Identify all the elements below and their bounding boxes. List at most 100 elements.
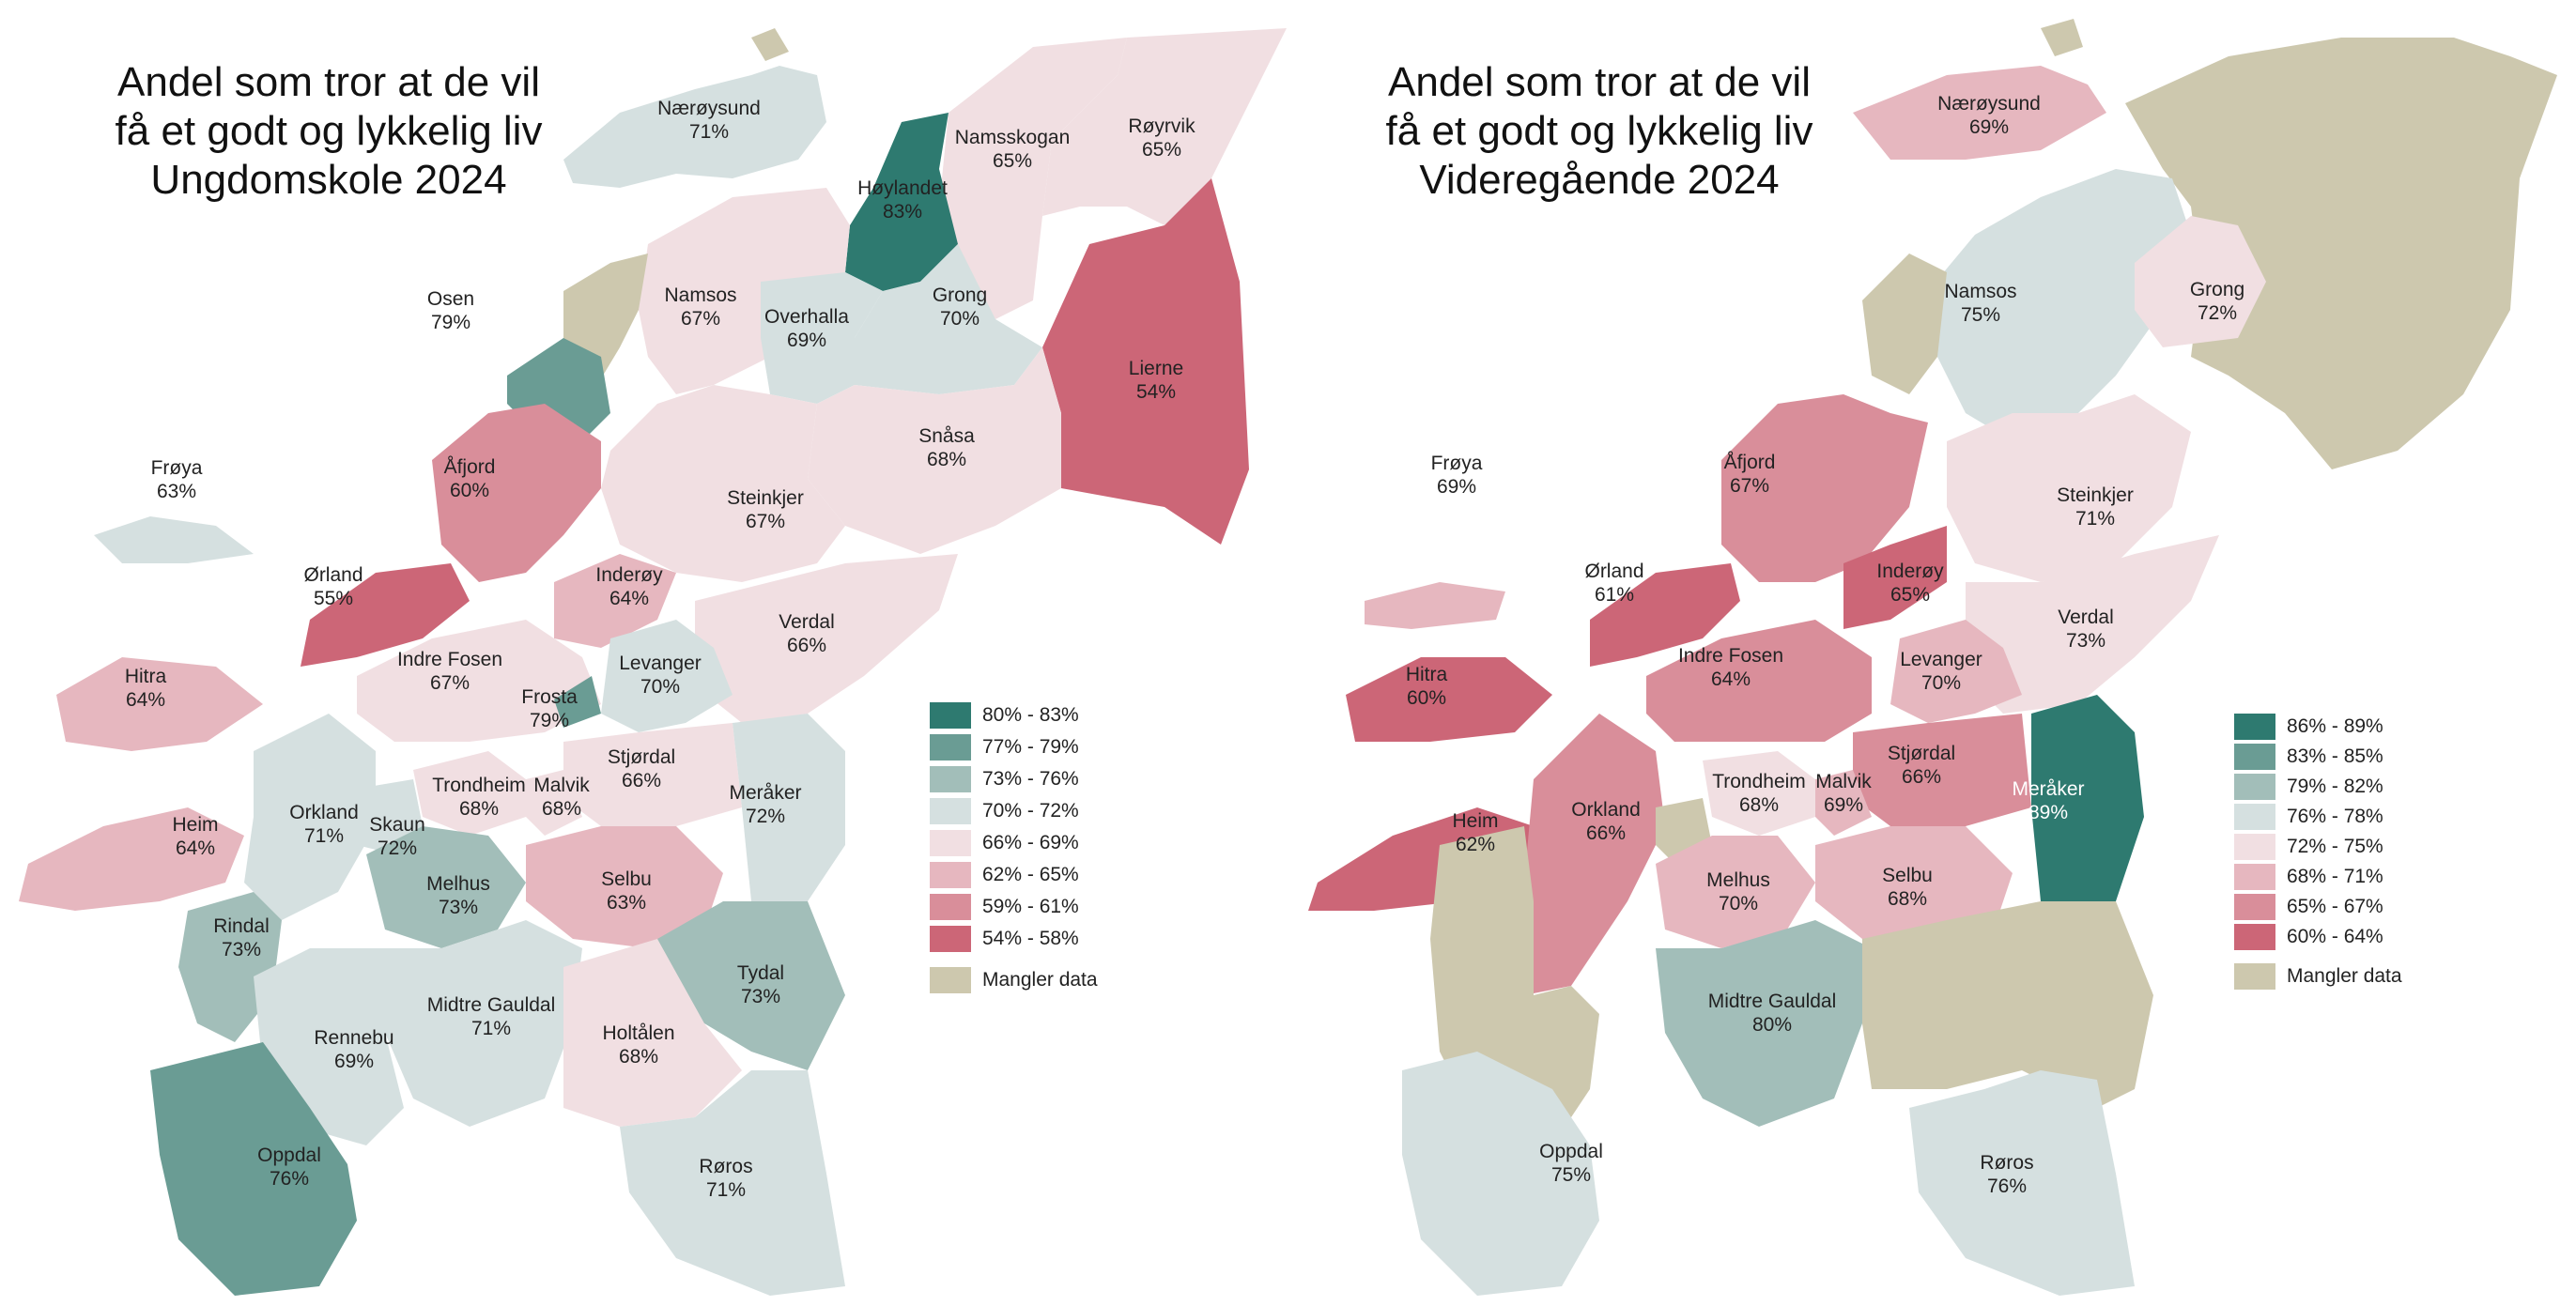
region-levanger	[1890, 620, 2022, 723]
region-naroysund-island	[751, 28, 789, 61]
label-verdal: Verdal 66%	[779, 611, 835, 656]
region-mangler-southeast	[1862, 901, 2153, 1108]
label-orkland: Orkland 66%	[1571, 799, 1641, 844]
region-namsos	[1928, 169, 2191, 441]
region-trondheim	[1703, 751, 1815, 836]
label-namsos: Namsos 67%	[664, 284, 737, 330]
label-rindal: Rindal 73%	[213, 915, 270, 960]
label-overhalla: Overhalla 69%	[764, 306, 849, 351]
legend-item: 70% - 72%	[930, 798, 1079, 824]
map-ungdomskole: Andel som tror at de vil få et godt og l…	[0, 0, 1287, 1306]
region-froya	[1365, 582, 1505, 629]
label-stjordal: Stjørdal 66%	[607, 746, 676, 791]
label-namsskogan: Namsskogan 65%	[954, 127, 1071, 172]
region-levanger	[601, 620, 733, 732]
label-orland: Ørland 61%	[1584, 561, 1644, 606]
label-royrvik: Røyrvik 65%	[1128, 115, 1195, 161]
region-overhalla	[761, 272, 883, 404]
region-malvik	[526, 770, 582, 836]
label-inderoy: Inderøy 64%	[595, 564, 663, 609]
region-selbu	[526, 826, 723, 948]
label-melhus: Melhus 73%	[426, 873, 490, 918]
legend-swatch	[930, 862, 971, 888]
region-hoylandet	[845, 113, 958, 291]
legend-item: 73% - 76%	[930, 766, 1079, 792]
region-steinkjer	[601, 385, 845, 582]
label-steinkjer: Steinkjer 67%	[727, 487, 804, 532]
legend-item: 59% - 61%	[930, 894, 1079, 920]
region-stjordal	[563, 723, 742, 826]
legend-swatch	[930, 766, 971, 792]
label-verdal: Verdal 73%	[2058, 607, 2114, 652]
region-verdal	[1966, 535, 2219, 714]
region-namsos	[639, 188, 850, 394]
legend-swatch	[930, 967, 971, 993]
label-indre-fosen: Indre Fosen 67%	[396, 649, 503, 694]
label-levanger: Levanger 70%	[619, 653, 702, 698]
legend-item: Mangler data	[2234, 963, 2402, 990]
label-indre-fosen: Indre Fosen 64%	[1677, 645, 1784, 690]
region-grong	[2135, 216, 2266, 347]
legend-swatch	[2234, 963, 2275, 990]
legend-swatch	[2234, 744, 2275, 770]
region-snasa	[808, 347, 1061, 554]
label-trondheim: Trondheim 68%	[432, 775, 526, 820]
region-meraker	[2031, 695, 2144, 901]
region-naroysund-island	[2041, 19, 2083, 56]
region-oppdal	[1402, 1052, 1599, 1296]
label-heim: Heim 64%	[172, 814, 219, 859]
region-trondheim	[413, 751, 526, 836]
map-shapes-ungdomskole	[19, 28, 1287, 1296]
region-orkland	[244, 714, 376, 920]
map-videregaende: Andel som tror at de vil få et godt og l…	[1289, 0, 2576, 1306]
region-holtalen	[563, 939, 742, 1127]
label-hitra: Hitra 64%	[124, 666, 167, 711]
legend-swatch	[2234, 714, 2275, 740]
title-line-2: få et godt og lykkelig liv	[1385, 108, 1813, 154]
region-namsskogan	[939, 38, 1127, 319]
label-froya: Frøya 69%	[1430, 453, 1483, 498]
legend-item: 62% - 65%	[930, 862, 1079, 888]
label-tydal: Tydal 73%	[736, 962, 785, 1007]
label-selbu: Selbu 63%	[601, 868, 652, 914]
legend-swatch	[930, 798, 971, 824]
region-lierne	[1042, 178, 1249, 545]
region-melhus	[366, 826, 526, 948]
label-naroysund: Nærøysund 71%	[657, 98, 761, 143]
region-indre-fosen	[1646, 620, 1872, 742]
title-line-1: Andel som tror at de vil	[1388, 59, 1811, 105]
legend-item: 60% - 64%	[2234, 924, 2383, 950]
legend-swatch	[2234, 894, 2275, 920]
region-osen-area	[1862, 254, 1947, 394]
region-afjord	[1721, 394, 1928, 582]
legend-swatch	[930, 734, 971, 761]
region-indre-fosen	[357, 620, 601, 742]
legend-item: 83% - 85%	[2234, 744, 2383, 770]
label-malvik: Malvik 69%	[1815, 771, 1872, 816]
label-roros: Røros 71%	[699, 1156, 753, 1201]
label-inderoy: Inderøy 65%	[1876, 561, 1944, 606]
region-inderoy	[554, 554, 676, 648]
region-grong	[855, 244, 1042, 394]
label-levanger: Levanger 70%	[1900, 649, 1982, 694]
region-melhus	[1656, 836, 1815, 948]
region-heim	[19, 807, 244, 911]
title-line-1: Andel som tror at de vil	[117, 59, 540, 105]
label-oppdal: Oppdal 76%	[257, 1145, 321, 1190]
legend-item: 76% - 78%	[2234, 804, 2383, 830]
legend-item: 54% - 58%	[930, 926, 1079, 952]
legend-item: 66% - 69%	[930, 830, 1079, 856]
label-lierne: Lierne 54%	[1128, 358, 1184, 403]
label-naroysund: Nærøysund 69%	[1937, 93, 2041, 138]
legend-swatch	[2234, 834, 2275, 860]
legend-item: 68% - 71%	[2234, 864, 2383, 890]
region-mangler-north	[2125, 38, 2557, 469]
region-royrvik	[1042, 28, 1287, 225]
legend-swatch	[930, 894, 971, 920]
legend-swatch	[930, 702, 971, 729]
label-trondheim: Trondheim 68%	[1712, 771, 1806, 816]
label-orland: Ørland 55%	[303, 564, 363, 609]
label-grong: Grong 72%	[2189, 279, 2245, 324]
region-froya	[94, 516, 254, 563]
region-orland	[301, 563, 470, 667]
